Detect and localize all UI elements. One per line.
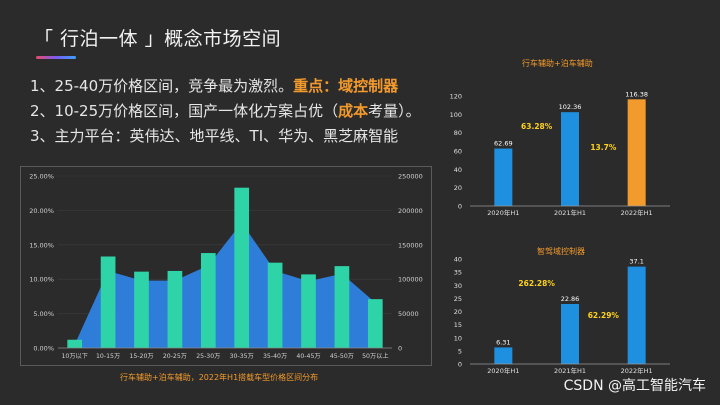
y-right-tick-label: 50000 [398,310,419,318]
y-tick-label: 20 [454,184,462,192]
bullet-3: 3、主力平台：英伟达、地平线、TI、华为、黑芝麻智能 [30,124,421,149]
bullet-2-text: 2、10-25万价格区间，国产一体化方案占优（ [30,102,339,120]
bar-3 [167,270,183,348]
chart-caption: 行车辅助+泊车辅助，2022年H1搭载车型价格区间分布 [120,373,319,382]
bar-4 [200,253,216,348]
bar-1 [561,112,579,206]
y-tick-label: 5 [458,347,462,355]
y-tick-label: 25 [454,295,462,303]
bullet-1-highlight: 重点：域控制器 [293,77,399,95]
bar-2 [627,266,646,364]
y-tick-label: 80 [454,129,462,137]
bullet-3-text: 3、主力平台：英伟达、地平线、TI、华为、黑芝麻智能 [30,127,399,145]
bar-0 [494,148,513,206]
bar-2 [627,99,646,206]
y-right-tick-label: 100000 [398,276,423,284]
y-tick-label: 0 [458,361,462,369]
x-tick-label: 20-25万 [163,353,187,360]
x-tick-label: 45-50万 [330,353,354,360]
y-tick-label: 20 [454,308,462,316]
y-right-tick-label: 0 [398,345,402,353]
growth-label: 262.28% [518,279,555,288]
x-tick-label: 50万以上 [362,352,388,360]
x-tick-label: 15-20万 [129,353,153,360]
adas-parking-chart: 0 20 40 60 80 100 120 62.69 102.36 116.38 2020年H1 2… [450,90,670,217]
domain-controller-chart: 0 5 10 15 20 25 30 35 40 6.31 22.86 37.1 2020年H1 2021… [454,256,670,375]
y-tick-label: 10 [454,334,462,342]
y-tick-label: 60 [454,148,462,156]
x-tick-label: 2022年H1 [621,366,653,375]
growth-label: 13.7% [590,143,617,152]
growth-label: 62.29% [588,311,620,320]
data-label: 22.86 [561,295,580,303]
y-left-tick-label: 10.00% [29,276,54,284]
x-tick-label: 40-45万 [296,353,320,360]
title-underline [36,56,76,59]
area-series [74,222,376,348]
y-left-tick-label: 25.00% [29,173,54,181]
x-tick-label: 2021年H1 [554,366,586,375]
x-tick-label: 25-30万 [196,353,220,360]
data-label: 102.36 [559,103,582,111]
y-left-tick-label: 0.00% [33,345,54,353]
y-right-tick-label: 200000 [398,207,423,215]
y-tick-label: 30 [454,282,462,290]
bar-0 [67,339,83,348]
data-label: 62.69 [494,140,513,148]
bar-1 [100,256,116,348]
data-label: 37.1 [629,258,643,266]
bar-7 [301,274,316,348]
data-label: 6.31 [496,338,510,346]
chart-1-title: 行车辅助+泊车辅助 [522,59,593,68]
bullet-1-text: 1、25-40万价格区间，竞争最为激烈。 [30,77,294,95]
bullet-list: 1、25-40万价格区间，竞争最为激烈。重点：域控制器 2、10-25万价格区间… [30,74,421,149]
growth-label: 63.28% [521,122,553,131]
x-tick-label: 10万以下 [61,353,87,360]
x-tick-label: 2022年H1 [621,208,653,217]
y-tick-label: 100 [450,111,462,119]
bar-6 [267,262,283,348]
data-label: 116.38 [625,90,648,98]
bar-1 [561,303,579,364]
bar-5 [234,187,250,348]
price-distribution-chart: 0.00% 5.00% 10.00% 15.00% 20.00% 25.00% 0 50000… [20,166,432,366]
bullet-1: 1、25-40万价格区间，竞争最为激烈。重点：域控制器 [30,74,421,99]
bullet-2: 2、10-25万价格区间，国产一体化方案占优（成本考量）。 [30,99,421,124]
bar-0 [494,347,513,364]
y-right-tick-label: 250000 [398,173,423,181]
bullet-2-highlight: 成本 [338,102,369,120]
y-tick-label: 120 [450,93,462,101]
x-tick-label: 2021年H1 [554,208,586,217]
y-right-tick-label: 150000 [398,241,423,249]
x-tick-label: 10-15万 [96,353,120,360]
y-left-tick-label: 5.00% [33,310,54,318]
bar-2 [134,271,149,348]
x-tick-label: 2020年H1 [487,208,519,217]
page-title: 「 行泊一体 」概念市场空间 [34,28,282,50]
x-tick-label: 30-35万 [230,353,254,360]
chart-2-title: 智驾域控制器 [537,247,585,256]
bar-9 [367,299,383,348]
bullet-2-tail: 考量）。 [368,102,421,120]
y-left-tick-label: 15.00% [29,241,54,249]
y-tick-label: 40 [454,256,462,264]
x-tick-label: 35-40万 [263,353,287,360]
bar-8 [334,266,350,348]
watermark: CSDN @高工智能汽车 [563,378,706,394]
y-tick-label: 0 [458,203,462,211]
x-tick-label: 2020年H1 [487,366,519,375]
y-tick-label: 15 [454,321,462,329]
y-tick-label: 40 [454,166,462,174]
y-left-tick-label: 20.00% [29,207,54,215]
y-tick-label: 35 [454,269,462,277]
chart-frame [20,166,432,366]
